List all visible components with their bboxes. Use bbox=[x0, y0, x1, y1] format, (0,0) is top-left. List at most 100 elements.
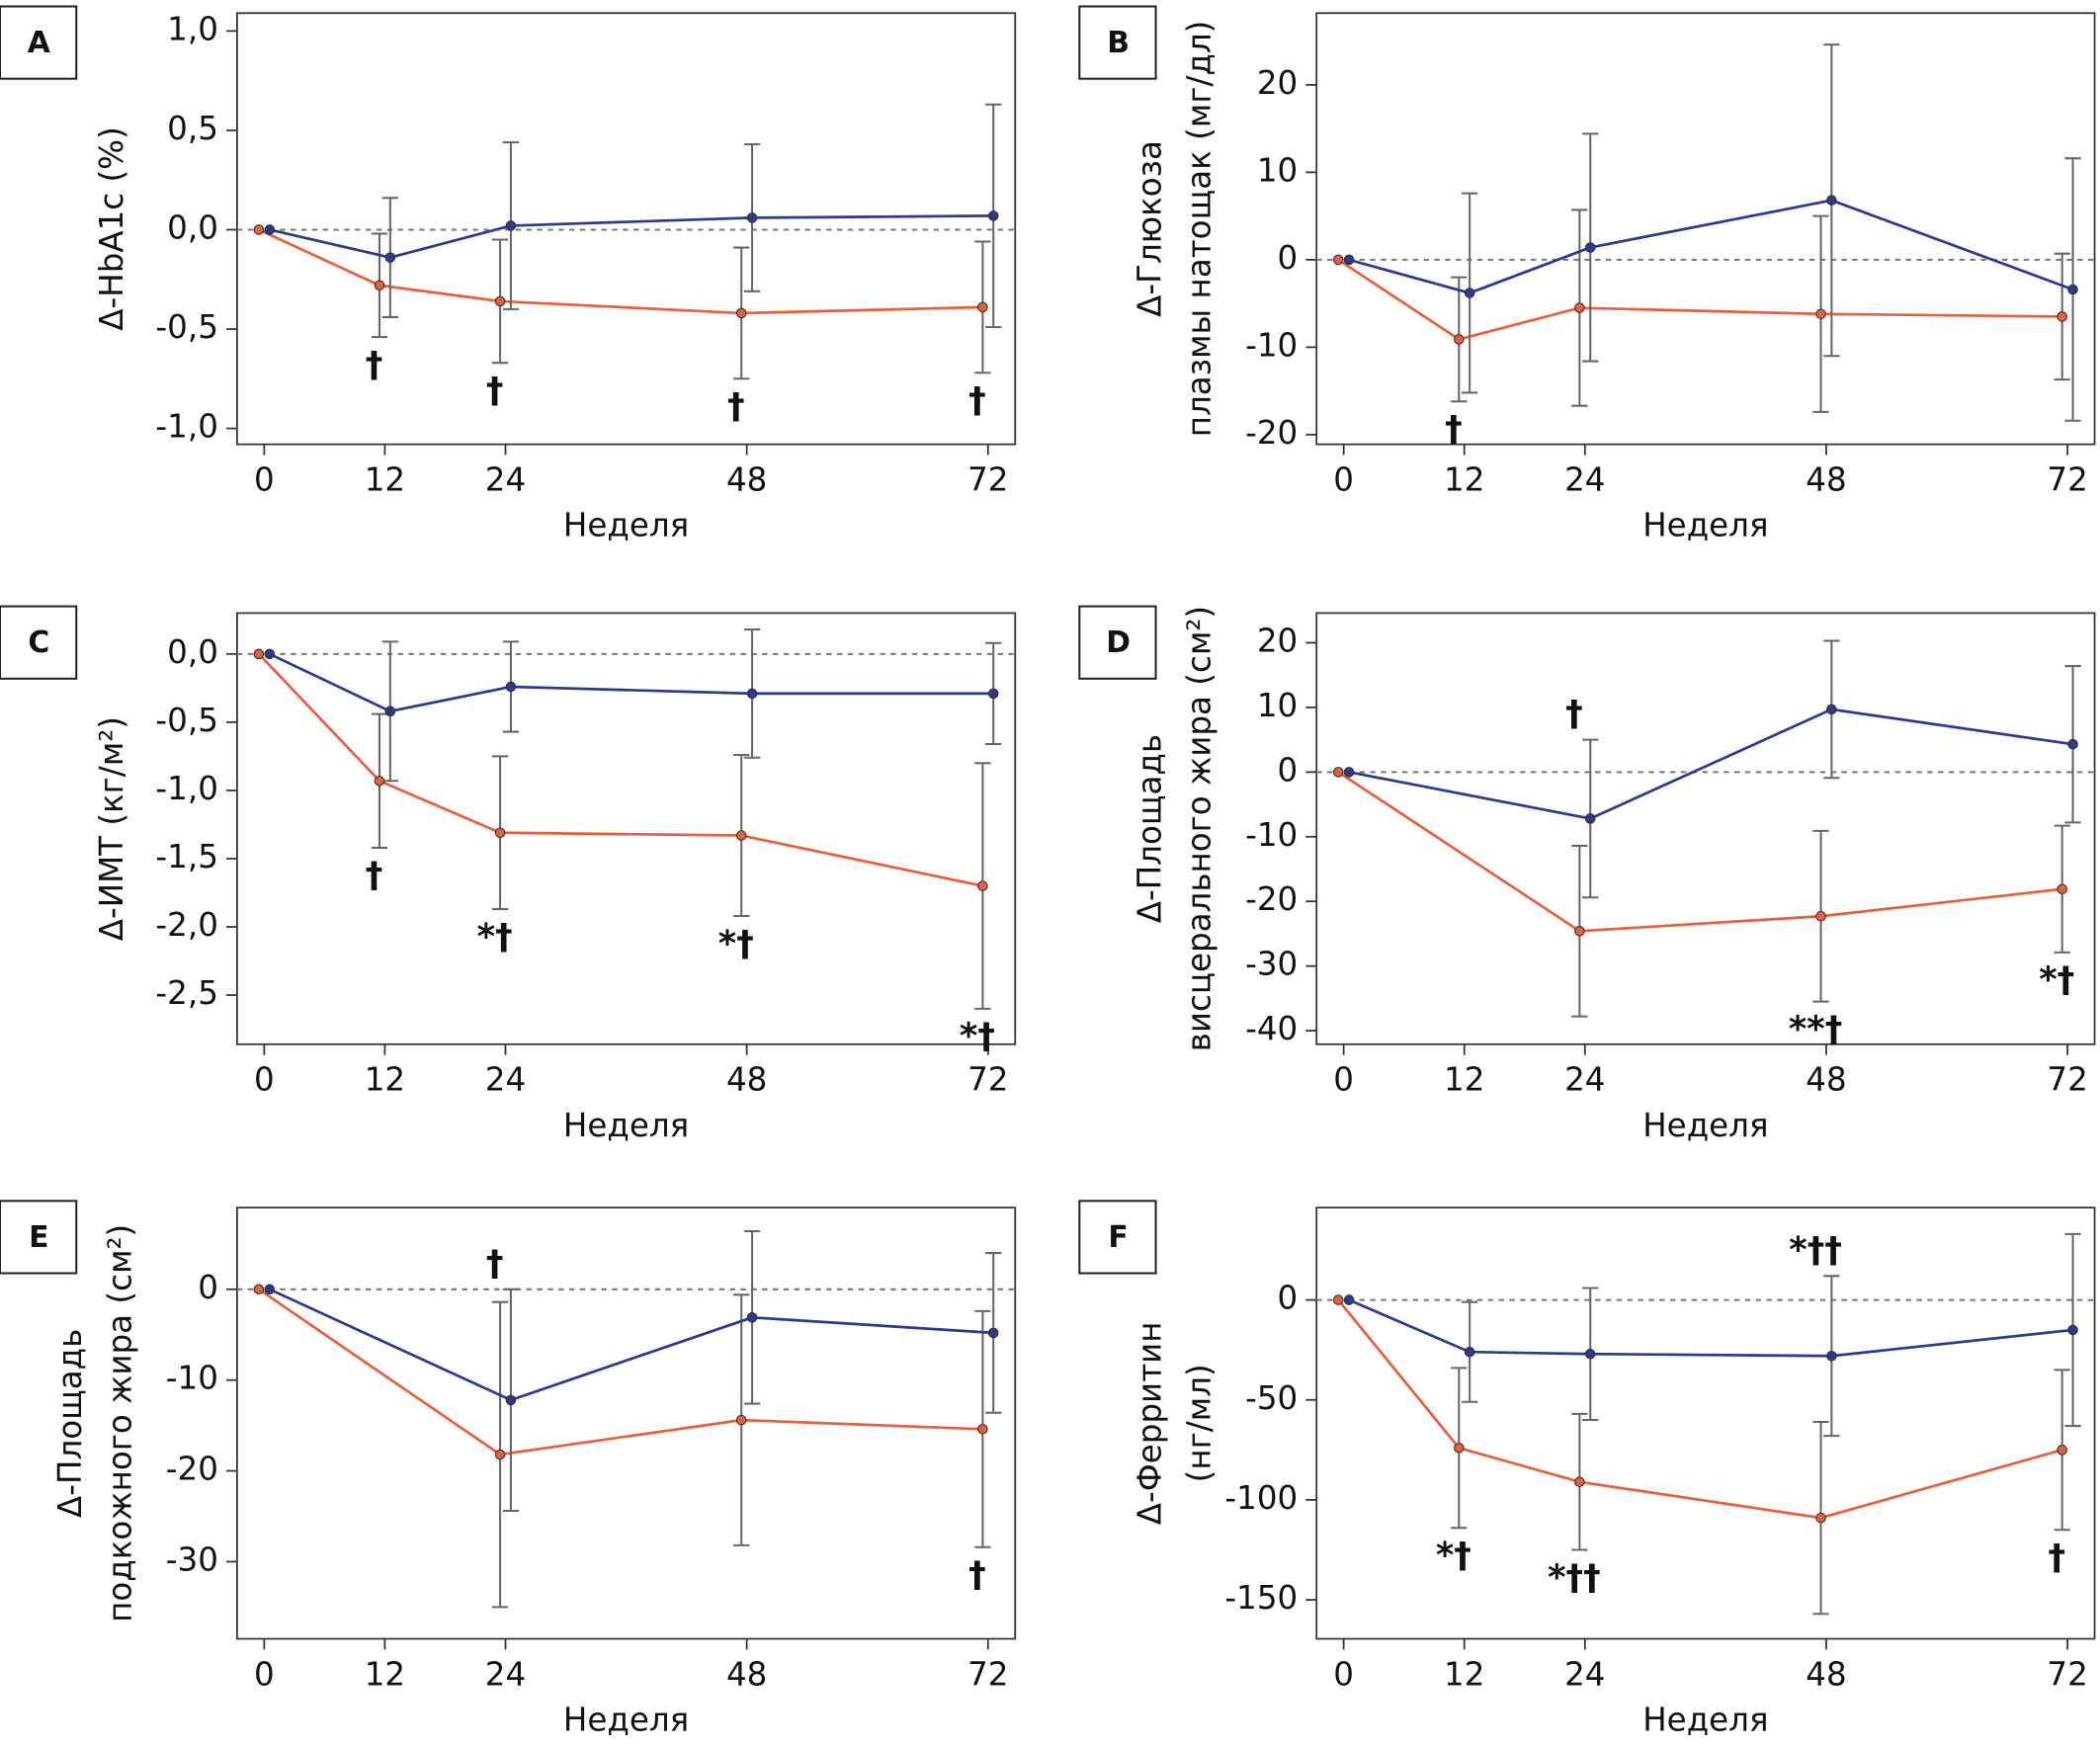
y-tick-label: 20 bbox=[1257, 64, 1298, 102]
y-tick-label: -30 bbox=[166, 1540, 218, 1578]
y-axis-title: плазмы натощак (мг/дл) bbox=[1181, 21, 1218, 438]
x-tick-label: 0 bbox=[254, 1655, 275, 1693]
annotation: † bbox=[1445, 409, 1463, 450]
annotation: † bbox=[486, 371, 504, 411]
y-tick-label: 0,0 bbox=[167, 633, 218, 671]
y-tick-label: 0,0 bbox=[167, 208, 218, 246]
y-tick-label: 0 bbox=[1278, 1280, 1299, 1317]
y-tick-label: 10 bbox=[1257, 151, 1298, 189]
data-point bbox=[1574, 926, 1585, 937]
series-line bbox=[1337, 771, 2062, 933]
data-point bbox=[2057, 883, 2067, 895]
x-tick-label: 0 bbox=[254, 1061, 275, 1099]
x-tick-label: 72 bbox=[2047, 1061, 2087, 1099]
series-line bbox=[1348, 707, 2073, 820]
y-axis-title: подкожного жира (см²) bbox=[101, 1224, 138, 1622]
y-axis-title: Δ-Глюкоза bbox=[1131, 140, 1168, 317]
x-tick-label: 0 bbox=[1333, 1655, 1354, 1693]
y-tick-label: -30 bbox=[1245, 946, 1298, 983]
data-point bbox=[2067, 1324, 2078, 1336]
panel: F -150 -100 -50 0 0 12 24 48 72 Неделя Δ-Ферритин (н… bbox=[1078, 1200, 2096, 1739]
x-tick-label: 12 bbox=[365, 461, 405, 499]
panel-letter: A bbox=[28, 26, 50, 60]
data-point bbox=[1815, 910, 1826, 922]
x-tick-label: 24 bbox=[1564, 1061, 1605, 1099]
data-point bbox=[1584, 242, 1596, 253]
y-axis-title: висцерального жира (см²) bbox=[1181, 606, 1218, 1051]
x-axis-title: Неделя bbox=[1642, 1702, 1768, 1739]
plot-frame bbox=[235, 1206, 1017, 1640]
data-point bbox=[253, 224, 265, 235]
data-point bbox=[1464, 288, 1475, 298]
x-tick-label: 24 bbox=[485, 461, 526, 499]
annotation: *† bbox=[2039, 960, 2074, 1001]
panel-letter: F bbox=[1108, 1220, 1128, 1255]
x-tick-label: 24 bbox=[485, 1655, 526, 1693]
plot-frame bbox=[1315, 1206, 2096, 1640]
y-tick-label: -20 bbox=[166, 1451, 218, 1488]
panel-letter: B bbox=[1107, 26, 1130, 60]
annotation: † bbox=[727, 386, 745, 427]
y-tick-label: 0,5 bbox=[167, 110, 218, 147]
data-point bbox=[2057, 311, 2067, 322]
data-point bbox=[1343, 1294, 1355, 1305]
data-point bbox=[264, 224, 276, 235]
data-point bbox=[977, 880, 988, 891]
y-tick-label: 20 bbox=[1257, 623, 1298, 660]
data-point bbox=[264, 1284, 276, 1295]
y-axis-title: Δ-Площадь bbox=[51, 1329, 89, 1518]
y-tick-label: -1,0 bbox=[155, 770, 217, 807]
series-line bbox=[1348, 1298, 2073, 1358]
x-tick-label: 12 bbox=[365, 1655, 405, 1693]
x-tick-label: 0 bbox=[254, 461, 275, 499]
panel-letter: D bbox=[1106, 625, 1131, 660]
data-point bbox=[264, 648, 276, 660]
panel: C -2,5 -2,0 -1,5 -1,0 -0,5 0,0 0 12 24 48 72 Неделя Δ… bbox=[0, 605, 1017, 1144]
y-tick-label: -10 bbox=[166, 1360, 218, 1397]
data-point bbox=[1574, 302, 1585, 313]
annotation: *† bbox=[477, 917, 513, 957]
x-tick-label: 72 bbox=[2047, 461, 2087, 499]
data-point bbox=[1464, 1346, 1475, 1358]
data-point bbox=[1815, 1512, 1826, 1524]
x-tick-label: 0 bbox=[1333, 1061, 1354, 1099]
panel-letter-box bbox=[1078, 1200, 1157, 1275]
panel: B -20 -10 0 10 20 0 12 24 48 72 Неделя Δ-Глюкоза плаз… bbox=[1078, 5, 2096, 544]
annotation: *† bbox=[718, 924, 754, 964]
y-tick-label: -100 bbox=[1224, 1479, 1298, 1517]
panel: A -1,0 -0,5 0,0 0,5 1,0 0 12 24 48 72 Неделя Δ-HbA1c… bbox=[0, 5, 1017, 544]
y-tick-label: -10 bbox=[1245, 326, 1298, 364]
data-point bbox=[374, 280, 385, 291]
x-tick-label: 0 bbox=[1333, 461, 1354, 499]
data-point bbox=[735, 307, 747, 319]
y-axis-title: Δ-Площадь bbox=[1131, 734, 1168, 923]
annotation: † bbox=[2048, 1538, 2065, 1578]
series-line bbox=[269, 214, 994, 260]
series-line bbox=[258, 228, 983, 315]
data-point bbox=[735, 1414, 747, 1426]
data-point bbox=[1454, 1443, 1465, 1454]
data-point bbox=[505, 1394, 517, 1406]
data-point bbox=[253, 1284, 265, 1295]
y-tick-label: -0,5 bbox=[155, 702, 217, 739]
data-point bbox=[1332, 254, 1344, 266]
x-axis-title: Неделя bbox=[1642, 507, 1768, 544]
data-point bbox=[1332, 1294, 1344, 1305]
y-tick-label: -40 bbox=[1245, 1010, 1298, 1047]
annotation: † bbox=[486, 1243, 504, 1284]
panel: D -40 -30 -20 -10 0 10 20 0 12 24 48 72 Неделя Δ-Площа… bbox=[1078, 605, 2096, 1144]
x-tick-label: 72 bbox=[2047, 1655, 2087, 1693]
series-line bbox=[258, 1288, 983, 1456]
annotation: *†† bbox=[1789, 1230, 1842, 1271]
x-axis-title: Неделя bbox=[563, 1107, 689, 1144]
x-tick-label: 72 bbox=[967, 1655, 1008, 1693]
x-axis-title: Неделя bbox=[563, 507, 689, 544]
annotation: *†† bbox=[1548, 1557, 1601, 1598]
y-tick-label: -20 bbox=[1245, 880, 1298, 918]
y-tick-label: -0,5 bbox=[155, 308, 217, 346]
data-point bbox=[1332, 767, 1344, 778]
annotation: † bbox=[968, 1555, 986, 1596]
y-tick-label: -1,5 bbox=[155, 838, 217, 875]
data-point bbox=[384, 252, 396, 263]
data-point bbox=[735, 830, 747, 841]
